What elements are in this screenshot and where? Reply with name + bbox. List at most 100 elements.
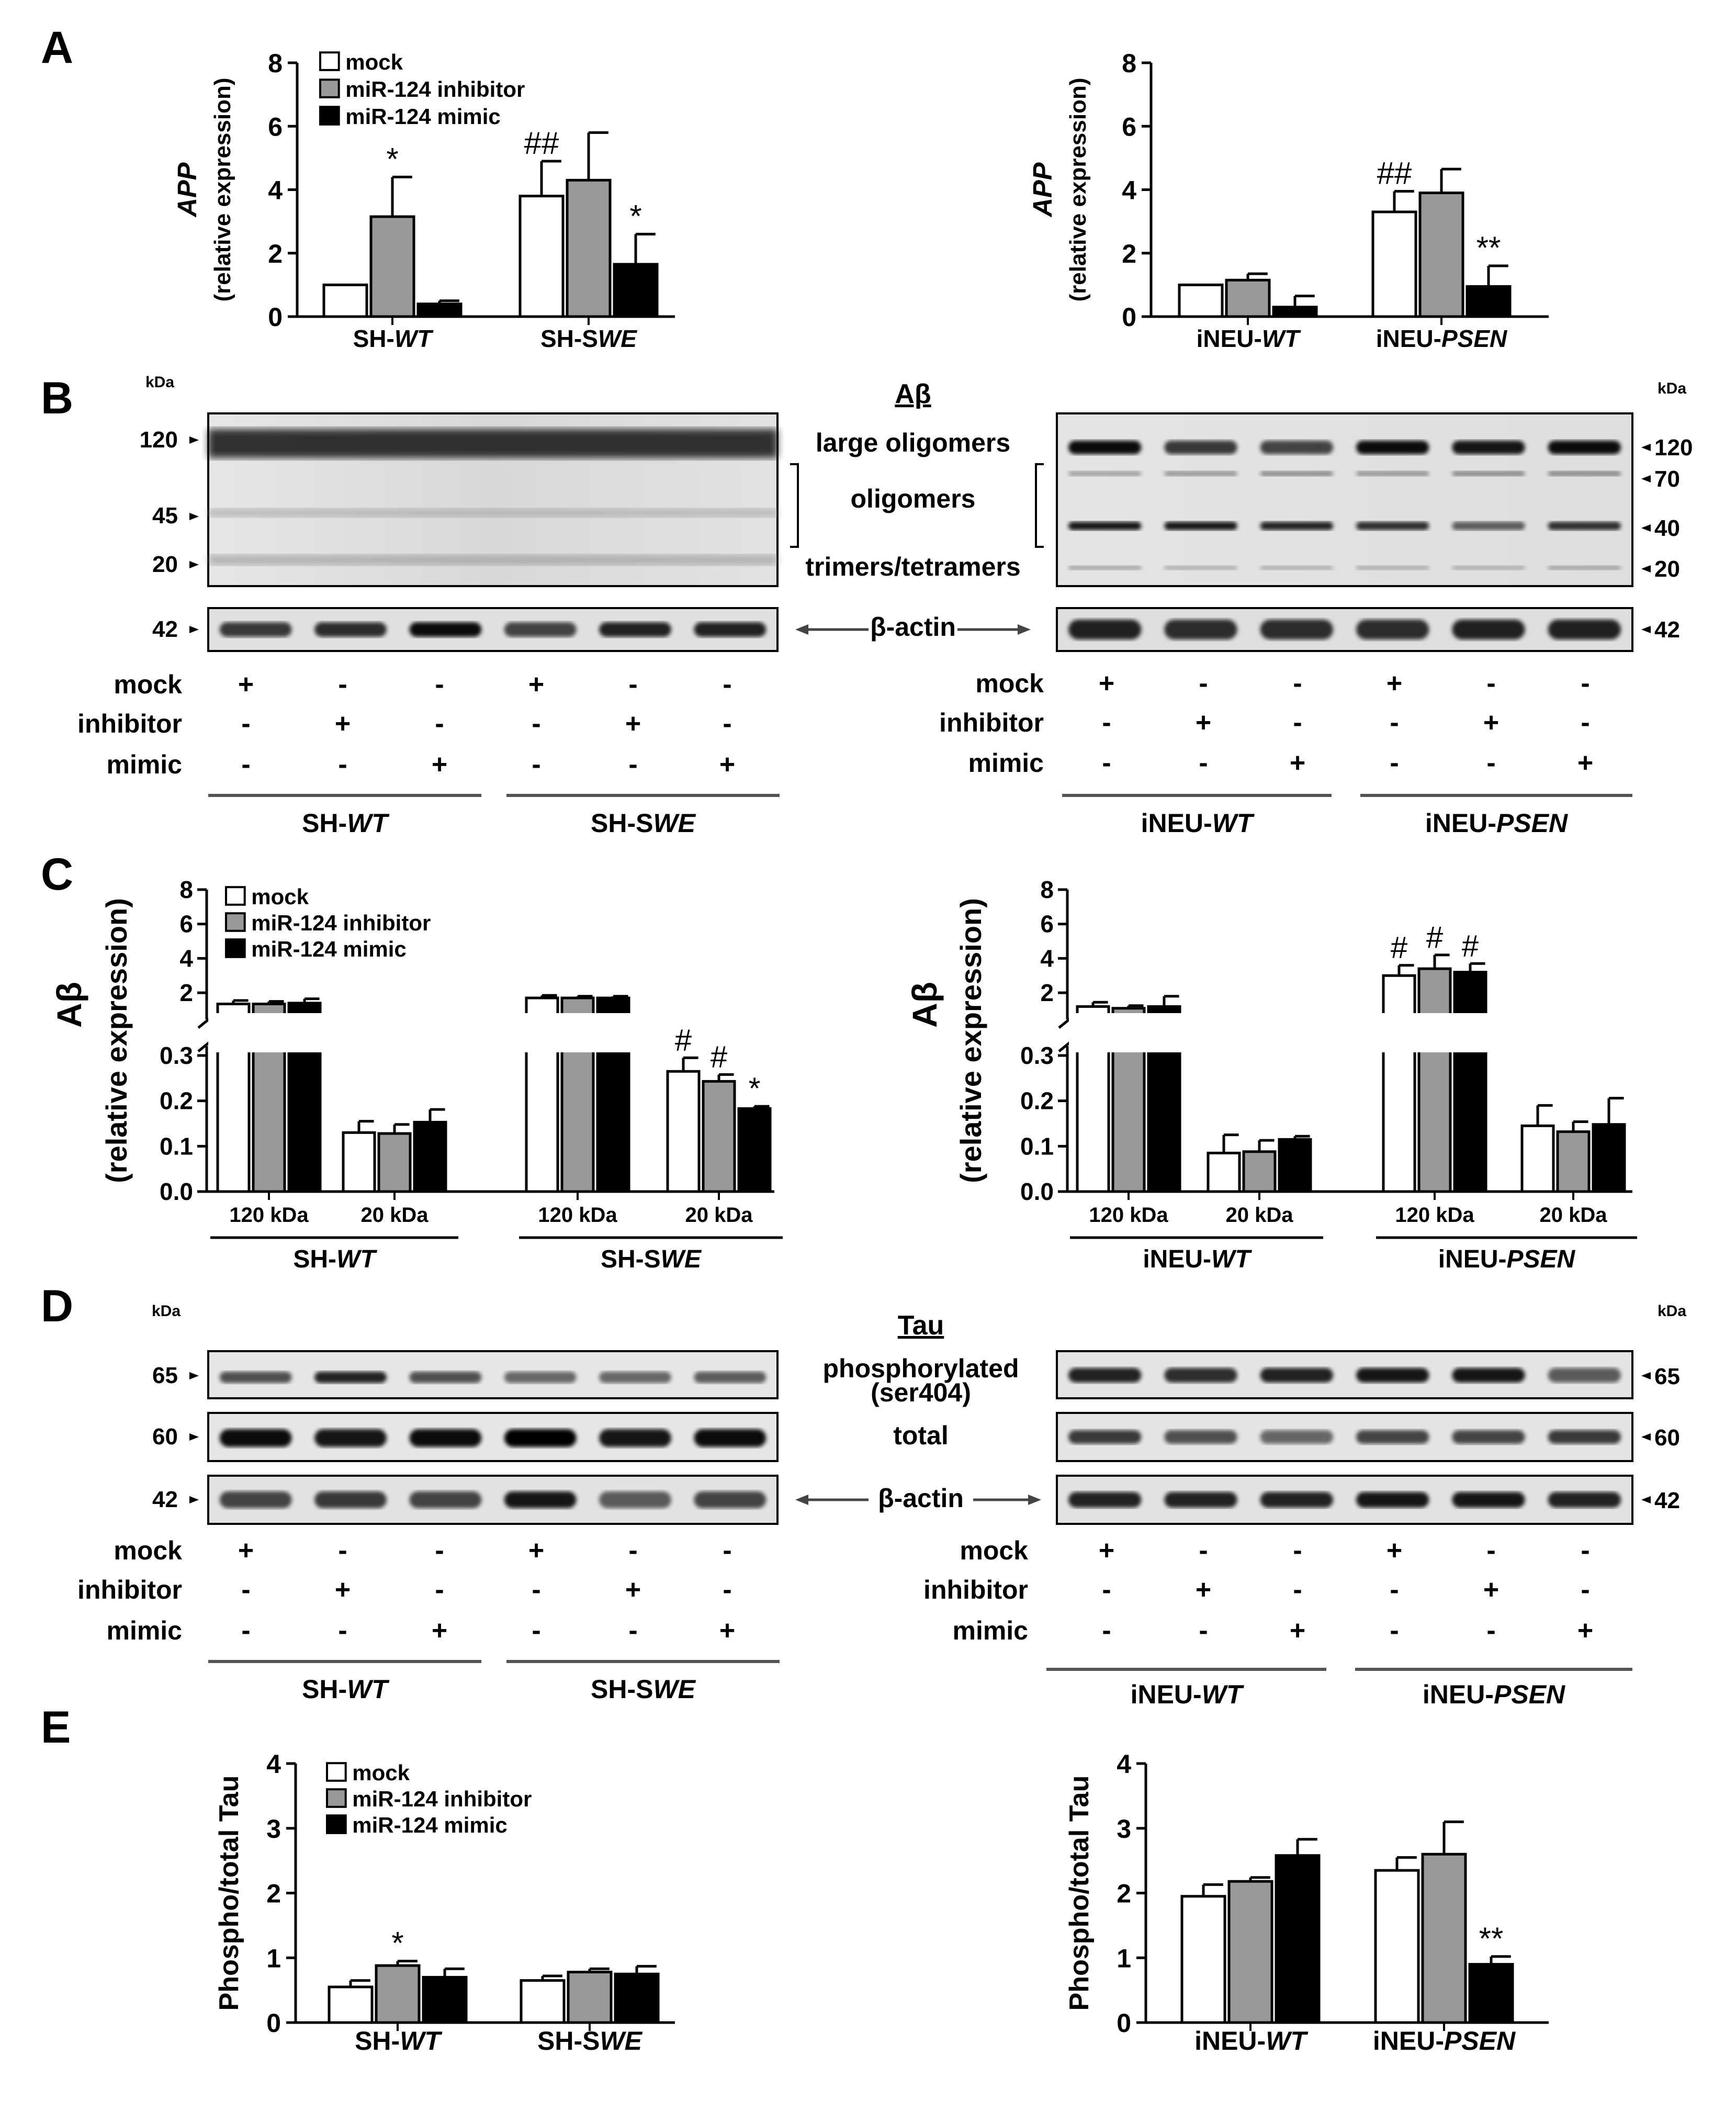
chart-a-right-annotation-1: ** — [1476, 230, 1501, 265]
chart-a-left-ytick-0: 0 — [268, 302, 283, 332]
tau-phospho-right-band-1 — [1164, 1368, 1237, 1383]
marker-d-left-65: 65 — [152, 1363, 178, 1388]
table-d-right-mark-1-4: + — [1483, 1575, 1499, 1605]
marker-b-left-42: 42 — [152, 616, 178, 642]
panel-letter-c: C — [41, 849, 73, 900]
table-d-left-mark-0-4: - — [628, 1535, 637, 1566]
blot-b-right-40-band-1 — [1164, 522, 1237, 530]
actin-b-right-band-5 — [1548, 620, 1621, 639]
chart-c-right-bar-3-1 — [1556, 1130, 1591, 1193]
panel-letter-a: A — [41, 23, 73, 73]
chart-a-right-category-0: iNEU-WT — [1197, 325, 1302, 352]
chart-c-right-bar-1-1 — [1242, 1150, 1277, 1193]
blot-b-right-120-band-1 — [1164, 441, 1237, 454]
chart-c-right-ytick-low-1: 0.1 — [1020, 1132, 1054, 1160]
tau-actin-right-band-1 — [1164, 1492, 1237, 1508]
tau-title: Tau — [898, 1310, 944, 1341]
chart-a-left-annotation-2: * — [629, 198, 641, 233]
tau-phospho-right-band-0 — [1068, 1368, 1142, 1383]
blot-b-right-20-band-1 — [1164, 566, 1237, 570]
actin-b-left-band-5 — [694, 622, 766, 637]
tau-phospho-right-band-5 — [1548, 1368, 1621, 1383]
chart-a-left-bar-1-2 — [613, 263, 659, 318]
chart-c-left-legend-swatch-1 — [225, 912, 246, 932]
table-b-right-mark-2-4: - — [1486, 748, 1495, 778]
chart-e-left-bar-1-0 — [520, 1979, 566, 2024]
chart-a-left-bar-1-1 — [566, 178, 612, 318]
chart-e-right-ylabel: Phospho/total Tau — [1064, 1776, 1095, 2011]
chart-e-right-bar-1-2 — [1468, 1963, 1514, 2024]
chart-c-right-chart: 0.0 0.1 0.2 0.3 2 4 6 8 120 kDa 20 kDa 120 kDa 20 k… — [905, 876, 1637, 1273]
table-b-left-mark-1-0: - — [241, 709, 250, 739]
chart-a-right-ytick-4: 8 — [1122, 49, 1136, 78]
chart-a-left-legend-swatch-0 — [319, 51, 340, 71]
kda-label-b-right: kDa — [1658, 380, 1686, 397]
table-b-right-mark-0-0: + — [1099, 668, 1114, 699]
total-label: total — [893, 1421, 949, 1450]
table-b-right-mark-0-1: - — [1199, 668, 1208, 699]
chart-c-right-ytick-up-2: 6 — [1040, 911, 1054, 938]
chart-c-left-ytick-up-0: 2 — [179, 979, 193, 1006]
table-d-left-mark-2-5: + — [719, 1615, 735, 1646]
tau-phospho-right-band-3 — [1356, 1368, 1429, 1383]
table-b-left-mark-2-5: + — [719, 749, 735, 780]
tau-total-left-band-4 — [599, 1429, 671, 1447]
chart-a-right-bar-1-2 — [1466, 285, 1512, 318]
table-d-left-mark-1-5: - — [723, 1575, 731, 1605]
chart-c-right-ytick-low-2: 0.2 — [1020, 1087, 1054, 1115]
chart-a-left-bar-1-0 — [518, 195, 565, 318]
panel-b-blots: kDa kDa Aβ 120 45 20 42 120 70 40 2 — [140, 374, 1693, 652]
table-d-left-row-label-1: inhibitor — [77, 1575, 182, 1604]
blot-b-right-20-band-0 — [1068, 566, 1142, 570]
chart-a-left-legend-swatch-2 — [319, 106, 340, 126]
chart-a-left-annotation-0: * — [386, 141, 398, 176]
actin-b-left-band-1 — [314, 622, 387, 637]
chart-a-left-chart: 0 2 4 6 8 SH-WT SH-SWE * ## * APP (relative express… — [172, 49, 675, 352]
chart-c-right-category-2: 120 kDa — [1395, 1204, 1474, 1227]
table-b-right-mark-2-2: + — [1290, 748, 1305, 778]
chart-a-right-ylabel-gene: APP — [1028, 162, 1057, 218]
chart-c-left-ylabel2: (relative expression) — [100, 898, 133, 1183]
table-d-left-mark-0-0: + — [238, 1535, 254, 1566]
chart-c-left-legend-swatch-2 — [225, 938, 246, 958]
chart-a-right-bar-1-0 — [1371, 210, 1417, 318]
chart-c-left-ytick-up-1: 4 — [179, 945, 193, 972]
chart-c-left-annotation-2: * — [749, 1072, 761, 1106]
chart-c-left-bar-1-2 — [413, 1120, 447, 1193]
table-d-left-group-1: SH-SWE — [591, 1675, 696, 1704]
chart-c-right-annotation-1: # — [1426, 920, 1443, 955]
blot-b-right-120-band-5 — [1548, 441, 1621, 454]
table-d-left-mark-1-4: + — [625, 1575, 641, 1605]
table-d-left-mark-1-2: - — [435, 1575, 444, 1605]
chart-c-right-bar-2-1 — [1417, 967, 1452, 1193]
chart-e-right-ytick-2: 2 — [1117, 1879, 1131, 1908]
chart-c-left-legend-label-1: miR-124 inhibitor — [251, 911, 431, 935]
chart-c-left-bar-1-1 — [377, 1132, 412, 1193]
chart-e-right-bar-0-2 — [1275, 1854, 1321, 2024]
marker-b-right-20: 20 — [1654, 556, 1680, 582]
chart-e-left-ytick-1: 1 — [266, 1944, 281, 1973]
table-d-left-mark-2-3: - — [532, 1615, 540, 1646]
tau-actin-right-band-0 — [1068, 1492, 1142, 1508]
tau-phospho-left-band-5 — [694, 1372, 766, 1383]
table-b-right-mark-1-5: - — [1581, 708, 1590, 738]
table-b-right-mark-2-0: - — [1102, 748, 1111, 778]
chart-a-left-bar-0-0 — [322, 283, 368, 318]
tau-actin-left-band-1 — [314, 1491, 387, 1508]
chart-c-right-bar-1-0 — [1207, 1151, 1241, 1193]
chart-c-left-legend-label-0: mock — [251, 884, 309, 909]
chart-c-right-ytick-low-0: 0.0 — [1020, 1178, 1054, 1205]
chart-c-left-group-0: SH-WT — [293, 1245, 377, 1273]
chart-e-left-category-0: SH-WT — [355, 2026, 443, 2056]
table-b-right-group-0: iNEU-WT — [1141, 809, 1255, 838]
chart-c-left-ytick-up-3: 8 — [179, 876, 193, 903]
chart-a-left-ytick-1: 2 — [268, 239, 283, 268]
table-d-left-row-label-2: mimic — [106, 1616, 182, 1645]
chart-c-right-ytick-low-3: 0.3 — [1020, 1042, 1054, 1069]
table-b-right-row-label-2: mimic — [968, 748, 1044, 778]
chart-a-left-category-1: SH-SWE — [540, 325, 637, 352]
chart-c-right-bar-3-0 — [1520, 1124, 1555, 1193]
tau-phospho-right-band-2 — [1260, 1368, 1333, 1383]
chart-c-left-ytick-low-2: 0.2 — [160, 1087, 193, 1115]
blot-b-right-40-band-4 — [1452, 522, 1525, 530]
